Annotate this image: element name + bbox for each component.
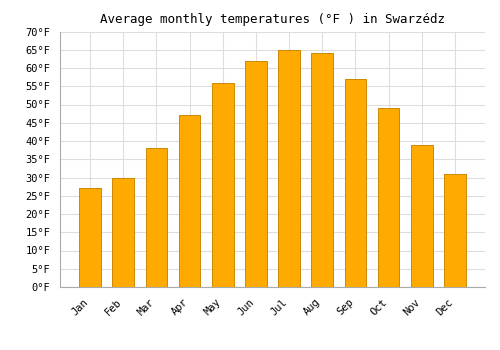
Bar xyxy=(80,188,101,287)
Bar xyxy=(278,50,300,287)
Bar xyxy=(212,83,234,287)
Bar xyxy=(444,174,466,287)
Bar xyxy=(312,54,333,287)
Bar xyxy=(411,145,432,287)
Bar xyxy=(179,116,201,287)
Bar xyxy=(378,108,400,287)
Bar xyxy=(146,148,167,287)
Title: Average monthly temperatures (°F ) in Swarzédz: Average monthly temperatures (°F ) in Sw… xyxy=(100,13,445,26)
Bar xyxy=(112,177,134,287)
Bar xyxy=(344,79,366,287)
Bar xyxy=(245,61,266,287)
